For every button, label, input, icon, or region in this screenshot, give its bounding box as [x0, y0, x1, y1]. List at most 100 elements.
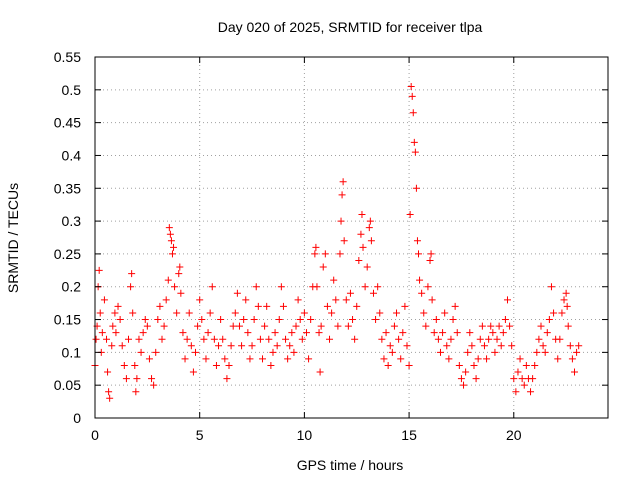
data-point: [194, 322, 202, 330]
data-point: [554, 355, 562, 363]
data-point: [529, 375, 537, 383]
data-point: [302, 329, 310, 337]
data-point: [321, 250, 329, 258]
x-tick-label: 0: [91, 427, 99, 443]
data-point: [369, 289, 377, 297]
data-point: [430, 329, 438, 337]
y-tick-label: 0.35: [54, 180, 81, 196]
data-point: [543, 329, 551, 337]
data-point: [160, 322, 168, 330]
data-point: [558, 309, 566, 317]
data-point: [233, 289, 241, 297]
data-point: [406, 211, 414, 219]
data-point: [165, 224, 173, 232]
data-point: [489, 329, 497, 337]
data-point: [103, 335, 111, 343]
data-point: [424, 283, 432, 291]
data-point: [139, 329, 147, 337]
data-point: [116, 316, 124, 324]
data-point: [527, 388, 535, 396]
data-point: [129, 309, 137, 317]
data-point: [388, 348, 396, 356]
y-tick-label: 0.3: [62, 213, 82, 229]
data-point: [127, 283, 135, 291]
data-point: [202, 355, 210, 363]
y-tick-label: 0.15: [54, 312, 81, 328]
data-point: [426, 256, 434, 264]
data-point: [175, 270, 183, 278]
data-point: [353, 302, 361, 310]
data-point: [357, 230, 365, 238]
data-point: [413, 237, 421, 245]
data-point: [337, 217, 345, 225]
data-point: [382, 329, 390, 337]
data-point: [296, 316, 304, 324]
data-point: [340, 237, 348, 245]
data-point: [395, 335, 403, 343]
data-point: [250, 316, 258, 324]
data-point: [453, 329, 461, 337]
data-point: [294, 296, 302, 304]
data-point: [441, 309, 449, 317]
data-point: [192, 348, 200, 356]
data-point: [198, 316, 206, 324]
data-point: [168, 250, 176, 258]
data-point: [227, 342, 235, 350]
data-point: [457, 375, 465, 383]
data-point: [238, 342, 246, 350]
data-point: [269, 348, 277, 356]
data-point: [273, 342, 281, 350]
data-point: [200, 335, 208, 343]
data-point: [212, 361, 220, 369]
data-point: [483, 355, 491, 363]
data-point: [434, 335, 442, 343]
data-point: [286, 342, 294, 350]
data-point: [428, 296, 436, 304]
data-point: [225, 361, 233, 369]
data-point: [531, 361, 539, 369]
data-point: [208, 283, 216, 291]
data-point: [541, 348, 549, 356]
data-point: [478, 322, 486, 330]
x-axis-label: GPS time / hours: [297, 457, 404, 473]
data-point: [439, 329, 447, 337]
data-point: [462, 368, 470, 376]
x-tick-label: 5: [196, 427, 204, 443]
data-point: [154, 316, 162, 324]
data-point: [290, 348, 298, 356]
data-point: [346, 289, 354, 297]
data-point: [100, 296, 108, 304]
y-tick-label: 0.25: [54, 246, 81, 262]
data-point: [143, 322, 151, 330]
data-point: [279, 302, 287, 310]
data-point: [166, 230, 174, 238]
x-tick-label: 15: [401, 427, 417, 443]
data-point: [562, 289, 570, 297]
data-point: [277, 283, 285, 291]
chart-title: Day 020 of 2025, SRMTID for receiver tlp…: [218, 19, 483, 35]
data-point: [443, 342, 451, 350]
data-point: [556, 335, 564, 343]
data-point: [563, 302, 571, 310]
data-point: [104, 368, 112, 376]
data-point: [98, 329, 106, 337]
data-point: [177, 289, 185, 297]
data-point: [252, 283, 260, 291]
data-point: [501, 316, 509, 324]
data-point: [133, 375, 141, 383]
data-point: [367, 237, 375, 245]
data-point: [246, 355, 254, 363]
data-point: [311, 250, 319, 258]
data-point: [242, 296, 250, 304]
data-point: [455, 361, 463, 369]
data-point: [204, 329, 212, 337]
data-point: [522, 361, 530, 369]
data-point: [365, 224, 373, 232]
data-point: [573, 348, 581, 356]
data-point: [118, 342, 126, 350]
data-point: [256, 335, 264, 343]
data-point: [131, 361, 139, 369]
data-point: [408, 92, 416, 100]
data-point: [568, 355, 576, 363]
data-point: [176, 263, 184, 271]
